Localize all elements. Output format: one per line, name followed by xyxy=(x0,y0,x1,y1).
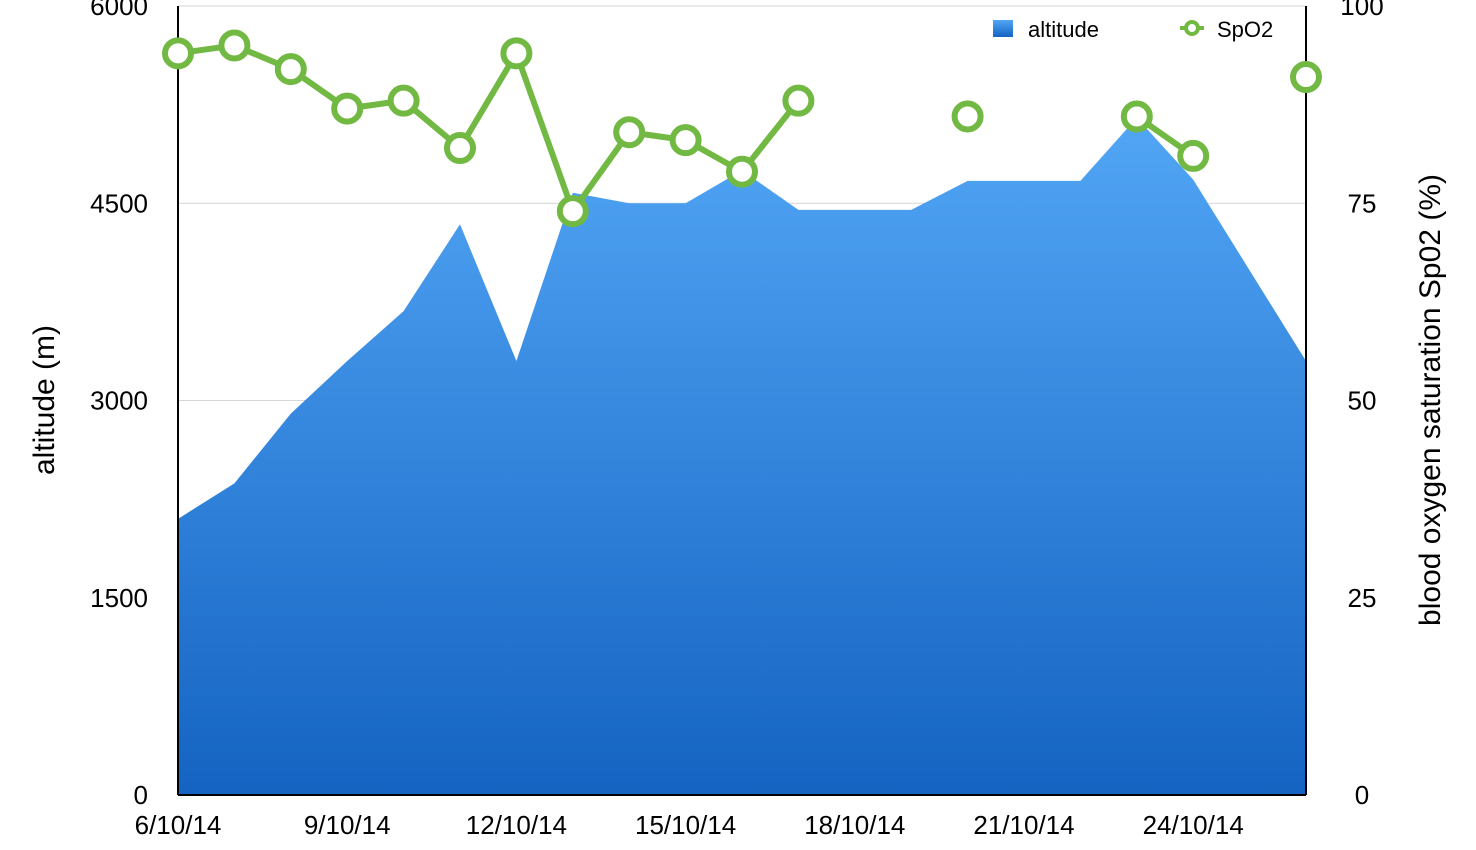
tick-labels: 0 1500 3000 4500 6000 0 25 50 75 100 6/10/14 9/10/1… xyxy=(90,0,1384,840)
spo2-point xyxy=(669,124,702,157)
spo2-point xyxy=(274,53,307,86)
x-tick-label: 6/10/14 xyxy=(135,810,222,840)
spo2-line-segment xyxy=(457,50,520,152)
y-axis-title-left: altitude (m) xyxy=(28,325,61,475)
spo2-point xyxy=(444,132,476,165)
spo2-line-segment xyxy=(513,50,576,215)
spo2-point xyxy=(726,155,758,188)
spo2-point xyxy=(556,195,589,228)
x-tick-label: 9/10/14 xyxy=(304,810,391,840)
spo2-point xyxy=(782,84,815,117)
spo2-point xyxy=(1177,139,1210,172)
y-tick-label-right: 50 xyxy=(1348,386,1377,416)
altitude-area xyxy=(178,117,1306,795)
y-tick-label-left: 1500 xyxy=(90,583,148,613)
spo2-point xyxy=(1290,61,1322,94)
legend-label-altitude: altitude xyxy=(1028,17,1099,42)
x-tick-label: 21/10/14 xyxy=(973,810,1074,840)
spo2-line-segment xyxy=(569,129,633,215)
altitude-area-layer xyxy=(178,117,1306,795)
legend-swatch-altitude xyxy=(993,20,1013,37)
spo2-point xyxy=(500,37,533,70)
axes xyxy=(177,6,1307,796)
legend: altitude SpO2 xyxy=(993,17,1273,42)
y-tick-label-left: 0 xyxy=(134,780,148,810)
y-tick-label-right: 0 xyxy=(1355,780,1369,810)
y-tick-label-right: 75 xyxy=(1348,188,1377,218)
y-tick-label-left: 3000 xyxy=(90,386,148,416)
y-tick-label-right: 25 xyxy=(1348,583,1377,613)
spo2-point xyxy=(218,29,251,62)
spo2-point xyxy=(1120,100,1153,133)
spo2-point xyxy=(162,37,194,70)
y-axis-title-right: blood oxygen saturation Sp02 (%) xyxy=(1414,174,1447,626)
spo2-point xyxy=(951,100,984,133)
spo2-line-layer xyxy=(162,29,1322,228)
spo2-point xyxy=(387,84,420,117)
spo2-point xyxy=(613,116,646,149)
x-tick-label: 15/10/14 xyxy=(635,810,736,840)
x-tick-label: 12/10/14 xyxy=(466,810,567,840)
y-tick-label-left: 6000 xyxy=(90,0,148,21)
y-tick-label-left: 4500 xyxy=(90,188,148,218)
x-tick-label: 24/10/14 xyxy=(1143,810,1244,840)
spo2-point xyxy=(331,92,364,125)
y-tick-label-right: 100 xyxy=(1340,0,1383,21)
legend-marker-spo2 xyxy=(1184,20,1200,36)
x-tick-label: 18/10/14 xyxy=(804,810,905,840)
legend-label-spo2: SpO2 xyxy=(1217,17,1273,42)
